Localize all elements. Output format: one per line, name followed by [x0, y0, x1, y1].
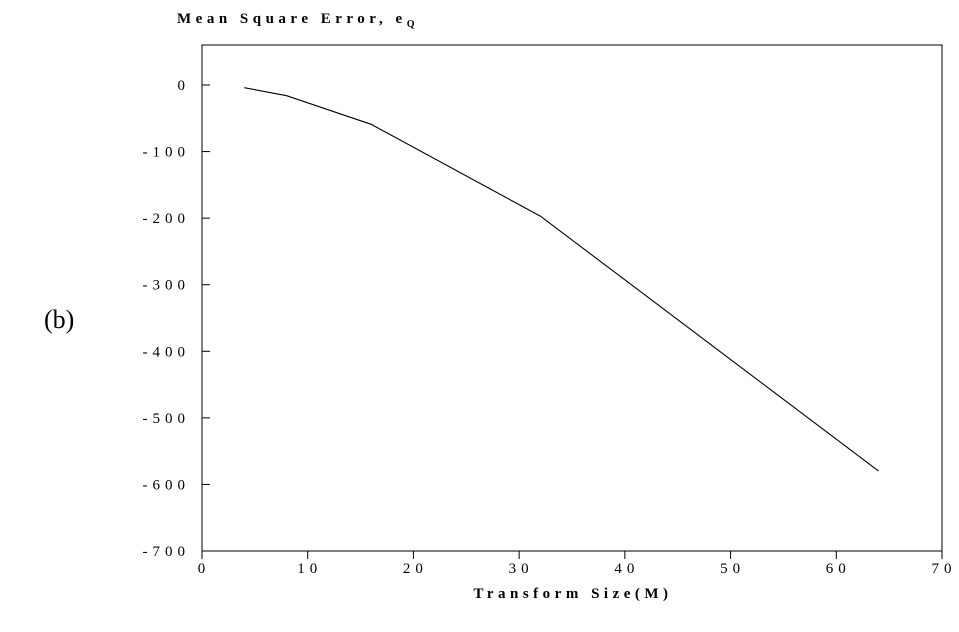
y-tick-label: -200 — [143, 211, 191, 227]
plot-frame — [201, 44, 943, 552]
x-tick-label: 20 — [403, 561, 428, 577]
y-tick-label: -600 — [143, 477, 191, 493]
x-tick-label: 50 — [720, 561, 745, 577]
x-tick-label: 30 — [509, 561, 534, 577]
y-tick-label: -700 — [143, 544, 191, 560]
y-tick-label: -100 — [143, 145, 191, 161]
x-axis: 0 10 20 30 40 50 60 70 — [198, 551, 957, 577]
x-tick-label: 40 — [614, 561, 639, 577]
panel-label: (b) — [44, 305, 74, 334]
y-tick-label: -500 — [143, 411, 191, 427]
y-axis-title-subscript: Q — [407, 19, 415, 30]
y-axis-title-main: Mean Square Error, e — [177, 11, 407, 27]
y-tick-label: -400 — [143, 344, 191, 360]
y-tick-label: 0 — [178, 78, 191, 94]
y-axis-title: Mean Square Error, eQ — [177, 11, 415, 30]
x-tick-label: 0 — [198, 561, 211, 577]
y-axis: 0 -100 -200 -300 -400 -500 -600 -700 — [143, 78, 210, 560]
x-tick-label: 10 — [297, 561, 322, 577]
x-tick-label: 70 — [932, 561, 957, 577]
series-line — [244, 87, 879, 472]
y-tick-label: -300 — [143, 278, 191, 294]
x-axis-title: Transform Size(M) — [473, 586, 672, 602]
x-tick-label: 60 — [826, 561, 851, 577]
